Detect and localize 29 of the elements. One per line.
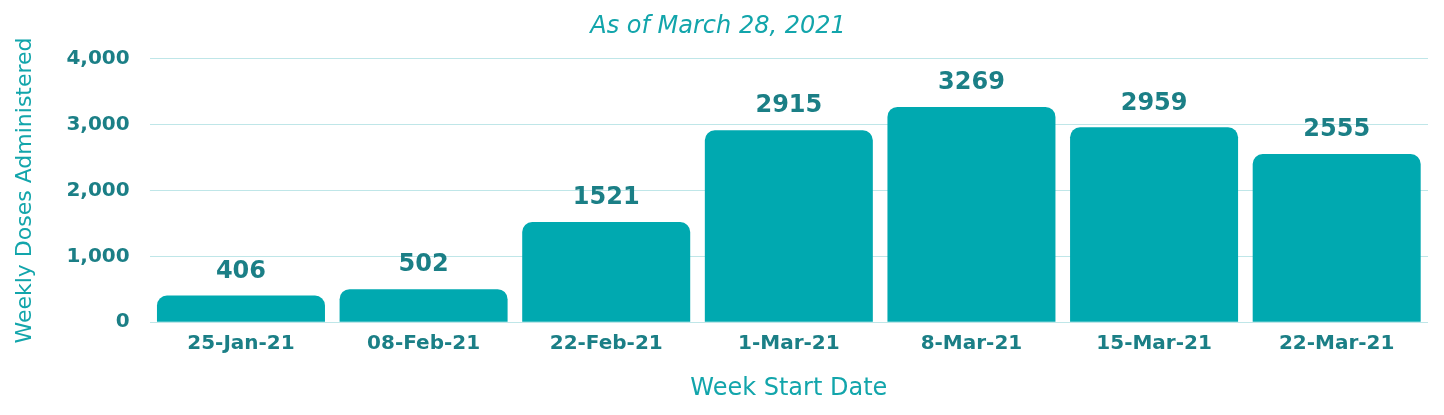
y-tick-label: 4,000 bbox=[66, 45, 130, 69]
bar bbox=[887, 106, 1056, 322]
bar bbox=[704, 130, 873, 322]
x-tick-label: 8-Mar-21 bbox=[920, 330, 1023, 355]
bar bbox=[339, 289, 508, 322]
y-tick-label: 1,000 bbox=[66, 242, 130, 267]
y-axis-title: Weekly Doses Administered bbox=[10, 37, 36, 344]
data-label: 1521 bbox=[572, 182, 640, 211]
x-tick-label: 15-Mar-21 bbox=[1096, 330, 1212, 355]
y-tick-label: 3,000 bbox=[66, 110, 130, 135]
chart-title: As of March 28, 2021 bbox=[588, 10, 846, 39]
data-label: 2915 bbox=[755, 90, 823, 119]
x-tick-label: 22-Feb-21 bbox=[549, 330, 663, 355]
x-axis-title: Week Start Date bbox=[690, 372, 888, 401]
bar bbox=[1070, 127, 1239, 322]
x-tick-label: 08-Feb-21 bbox=[367, 330, 481, 355]
data-label: 502 bbox=[398, 249, 449, 278]
y-tick-label: 2,000 bbox=[66, 176, 130, 201]
x-tick-label: 1-Mar-21 bbox=[738, 330, 840, 355]
data-label: 406 bbox=[215, 255, 267, 284]
bar bbox=[156, 295, 325, 322]
x-tick-label: 25-Jan-21 bbox=[187, 330, 295, 355]
bar bbox=[1252, 153, 1421, 322]
data-label: 2555 bbox=[1303, 114, 1371, 143]
x-tick-label: 22-Mar-21 bbox=[1278, 330, 1395, 355]
bar bbox=[522, 222, 691, 322]
data-label: 2959 bbox=[1120, 87, 1188, 116]
y-tick-label: 0 bbox=[115, 308, 130, 333]
data-label: 3269 bbox=[938, 67, 1005, 96]
